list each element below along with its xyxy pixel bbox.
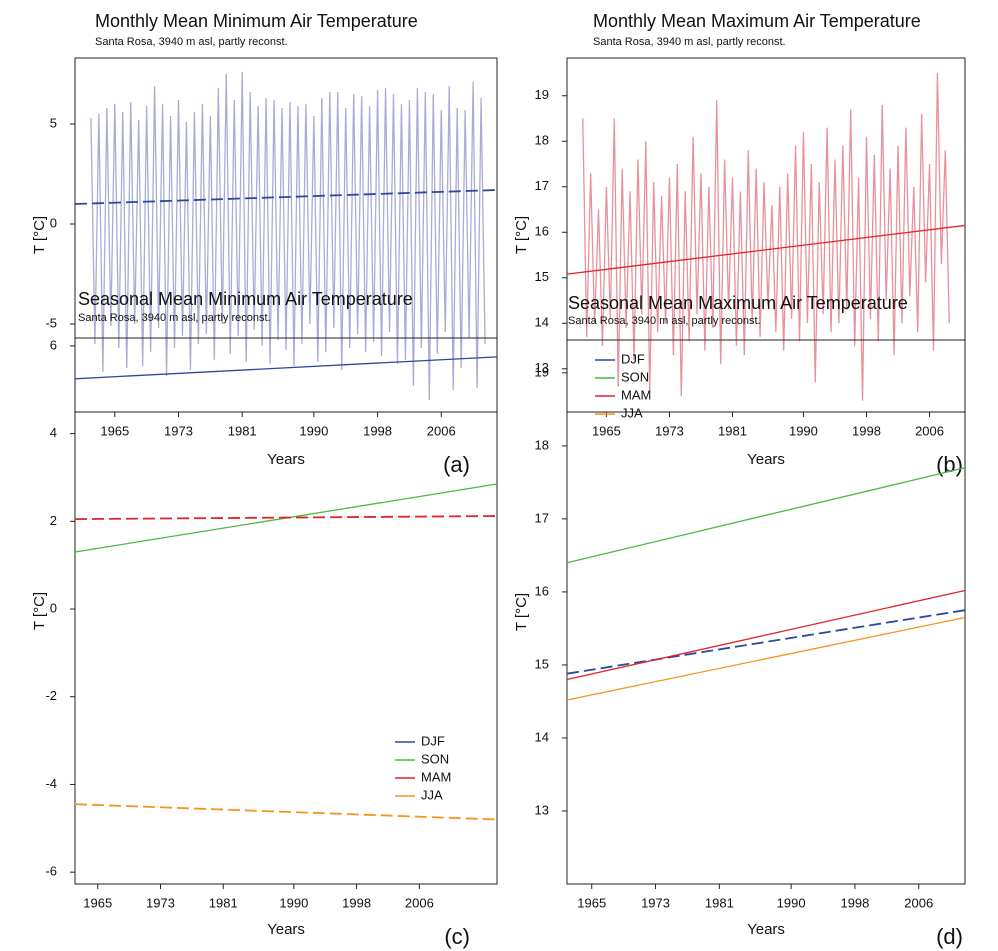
x-tick-label: 2006 (915, 423, 944, 438)
x-tick-label: 1990 (279, 895, 308, 910)
y-tick-label: 16 (535, 224, 549, 239)
x-tick-label: 1965 (592, 423, 621, 438)
chart-subtitle: Santa Rosa, 3940 m asl, partly reconst. (78, 312, 271, 324)
legend-label: DJF (421, 733, 445, 748)
y-tick-label: 19 (535, 87, 549, 102)
plot-frame (566, 57, 966, 413)
series-line (566, 589, 966, 681)
legend-label: MAM (621, 387, 651, 402)
x-axis-label: Years (267, 921, 305, 938)
x-tick-label: 1990 (789, 423, 818, 438)
x-tick-label: 1981 (209, 895, 238, 910)
legend-label: DJF (621, 351, 645, 366)
y-tick-label: 19 (535, 364, 549, 379)
y-axis-label: T [°C] (513, 216, 530, 254)
panel-label: (b) (936, 452, 963, 477)
y-tick-label: 18 (535, 437, 549, 452)
chart-subtitle: Santa Rosa, 3940 m asl, partly reconst. (95, 36, 288, 48)
series-line (566, 616, 966, 701)
y-tick-label: 16 (535, 583, 549, 598)
chart-subtitle: Santa Rosa, 3940 m asl, partly reconst. (593, 36, 786, 48)
y-tick-label: 13 (535, 360, 549, 375)
y-tick-label: 4 (50, 425, 57, 440)
x-tick-label: 1965 (577, 895, 606, 910)
plot-frame (74, 57, 498, 413)
y-tick-label: -4 (45, 776, 57, 791)
x-tick-label: 1965 (83, 895, 112, 910)
legend-label: JJA (621, 405, 643, 420)
x-tick-label: 1981 (228, 423, 257, 438)
panel-label: (c) (444, 924, 470, 949)
x-tick-label: 1998 (840, 895, 869, 910)
y-tick-label: 17 (535, 178, 549, 193)
x-tick-label: 1965 (100, 423, 129, 438)
series-line (74, 356, 498, 380)
y-tick-label: 17 (535, 510, 549, 525)
y-tick-label: 14 (535, 315, 549, 330)
plot-frame (566, 339, 966, 885)
series-line (90, 71, 486, 401)
x-tick-label: 1998 (342, 895, 371, 910)
y-tick-label: 0 (50, 215, 57, 230)
y-axis-label: T [°C] (31, 216, 48, 254)
x-tick-label: 2006 (427, 423, 456, 438)
series-line (74, 515, 498, 521)
y-tick-label: 15 (535, 656, 549, 671)
y-tick-label: 18 (535, 133, 549, 148)
x-tick-label: 1973 (164, 423, 193, 438)
x-tick-label: 1973 (655, 423, 684, 438)
x-tick-label: 2006 (405, 895, 434, 910)
y-tick-label: -5 (45, 315, 57, 330)
y-tick-label: 5 (50, 115, 57, 130)
y-axis-label: T [°C] (31, 592, 48, 630)
panel-label: (d) (936, 924, 963, 949)
x-axis-label: Years (747, 921, 785, 938)
x-tick-label: 1973 (641, 895, 670, 910)
x-tick-label: 1998 (363, 423, 392, 438)
y-tick-label: 13 (535, 802, 549, 817)
chart-subtitle: Santa Rosa, 3940 m asl, partly reconst. (568, 315, 761, 327)
y-tick-label: 6 (50, 337, 57, 352)
y-tick-label: 0 (50, 600, 57, 615)
series-line (566, 224, 966, 275)
series-line (566, 609, 966, 675)
series-line (566, 467, 966, 564)
legend-label: MAM (421, 769, 451, 784)
legend-label: SON (421, 751, 449, 766)
x-tick-label: 2006 (904, 895, 933, 910)
y-tick-label: 15 (535, 269, 549, 284)
x-tick-label: 1981 (705, 895, 734, 910)
y-axis-label: T [°C] (513, 593, 530, 631)
x-tick-label: 1973 (146, 895, 175, 910)
panel-label: (a) (443, 452, 470, 477)
plot-frame (74, 337, 498, 885)
legend-label: JJA (421, 787, 443, 802)
x-tick-label: 1981 (718, 423, 747, 438)
y-tick-label: 2 (50, 513, 57, 528)
chart-title: Seasonal Mean Maximum Air Temperature (568, 293, 908, 313)
series-line (74, 189, 498, 205)
chart-title: Seasonal Mean Minimum Air Temperature (78, 289, 413, 309)
chart-title: Monthly Mean Maximum Air Temperature (593, 11, 921, 31)
chart-title: Monthly Mean Minimum Air Temperature (95, 11, 418, 31)
x-tick-label: 1990 (777, 895, 806, 910)
x-tick-label: 1990 (299, 423, 328, 438)
y-tick-label: -6 (45, 864, 57, 879)
x-axis-label: Years (267, 451, 305, 468)
x-axis-label: Years (747, 451, 785, 468)
series-line (74, 803, 498, 821)
x-tick-label: 1998 (852, 423, 881, 438)
legend-label: SON (621, 369, 649, 384)
y-tick-label: 14 (535, 729, 549, 744)
y-tick-label: -2 (45, 688, 57, 703)
